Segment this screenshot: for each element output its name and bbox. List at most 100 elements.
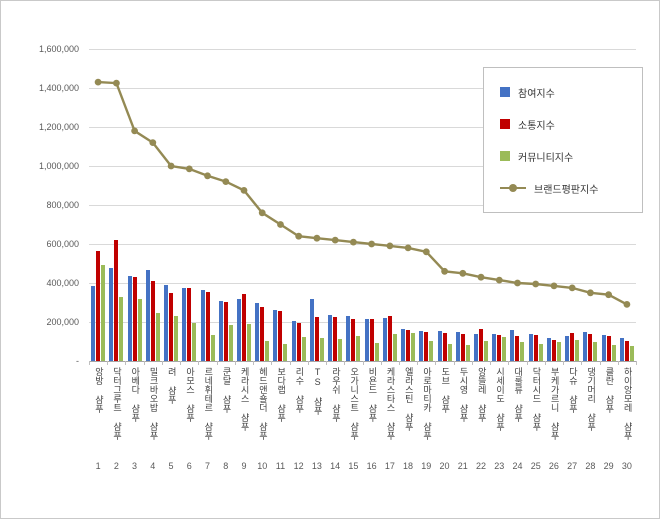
x-axis-tick [490, 361, 492, 365]
category-label-text: 닥터그루트 샴푸 [112, 367, 123, 440]
category-label-text: 리수 샴푸 [294, 367, 305, 413]
y-axis-tick-label: 1,200,000 [38, 121, 79, 132]
category-label: 라우쉬 샴푸 [326, 367, 344, 459]
rank-label: 13 [311, 461, 322, 471]
category-label: 아모스 샴푸 [180, 367, 198, 459]
category-label: 앙뜰레 샴푸 [472, 367, 490, 459]
category-label-text: 케라시스 샴푸 [239, 367, 250, 431]
category-label: 대룰류 샴푸 [508, 367, 526, 459]
bar-community-rank-8 [228, 324, 233, 361]
bar-communication-rank-26 [551, 339, 556, 361]
x-axis-tick [89, 361, 90, 365]
bar-community-rank-21 [465, 345, 470, 361]
bar-participation-rank-17 [382, 318, 387, 361]
bar-community-rank-13 [319, 337, 324, 361]
bar-community-rank-20 [447, 344, 452, 361]
bar-community-rank-9 [246, 323, 251, 361]
category-label: TS 샴푸 [308, 367, 326, 459]
bar-community-rank-16 [374, 343, 379, 361]
bar-participation-rank-12 [291, 321, 296, 361]
bar-communication-rank-7 [205, 291, 210, 361]
bar-community-rank-3 [137, 298, 142, 361]
rank-label: 8 [223, 461, 229, 471]
bar-participation-rank-2 [109, 268, 114, 361]
bar-community-rank-10 [265, 340, 270, 361]
y-axis-tick-label: 400,000 [46, 277, 79, 288]
bar-participation-rank-19 [419, 330, 424, 361]
bar-community-rank-2 [119, 296, 124, 361]
x-axis-tick [563, 361, 565, 365]
gridline [89, 48, 636, 50]
category-label-text: 보다랩 샴푸 [276, 367, 287, 422]
category-label-text: 시세이도 샴푸 [494, 367, 505, 431]
category-label: 도브 샴푸 [435, 367, 453, 459]
bar-community-rank-24 [520, 341, 525, 361]
bar-participation-rank-11 [273, 310, 278, 361]
bar-community-rank-18 [411, 332, 416, 361]
legend-swatch-community-icon [500, 151, 510, 161]
rank-label: 12 [293, 461, 304, 471]
y-axis-tick-label: 800,000 [46, 199, 79, 210]
gridline [89, 282, 636, 284]
x-axis-tick [453, 361, 455, 365]
x-axis-category-labels: 앙방 샴푸 닥터그루트 샴푸 아베다 샴푸 밀크바오밥 샴푸 려 샴푸 아모스 샴푸 르네휘… [89, 367, 636, 459]
category-label: 하이앙모레 샴푸 [618, 367, 636, 459]
bar-participation-rank-3 [127, 276, 132, 361]
bar-community-rank-5 [174, 316, 179, 361]
legend-entry-participation: 참여지수 [500, 85, 638, 100]
bar-participation-rank-6 [182, 287, 187, 361]
x-axis-tick [125, 361, 127, 365]
legend-swatch-participation-icon [500, 87, 510, 97]
rank-label: 15 [348, 461, 359, 471]
category-label: 아로마티카 샴푸 [417, 367, 435, 459]
x-axis-tick [471, 361, 473, 365]
bar-community-rank-19 [429, 340, 434, 361]
category-label: 비욘드 샴푸 [363, 367, 381, 459]
category-label: 닥터그루트 샴푸 [107, 367, 125, 459]
bar-communication-rank-21 [460, 333, 465, 361]
bar-community-rank-30 [629, 346, 634, 361]
bar-communication-rank-8 [223, 301, 228, 361]
bar-communication-rank-10 [260, 307, 265, 361]
category-label-text: TS 샴푸 [312, 367, 323, 415]
bar-participation-rank-18 [401, 328, 406, 361]
category-label-text: 다슈 샴푸 [567, 367, 578, 413]
bar-communication-rank-2 [114, 240, 119, 361]
bar-participation-rank-21 [455, 331, 460, 361]
rank-label: 22 [475, 461, 486, 471]
y-axis-tick-label: 600,000 [46, 238, 79, 249]
bar-communication-rank-13 [314, 317, 319, 361]
bar-community-rank-17 [392, 333, 397, 361]
bar-communication-rank-20 [442, 332, 447, 361]
bar-participation-rank-22 [474, 333, 479, 361]
bar-community-rank-26 [556, 341, 561, 361]
x-axis-tick [599, 361, 601, 365]
category-label-text: 하이앙모레 샴푸 [622, 367, 633, 440]
bar-participation-rank-8 [218, 300, 223, 361]
bar-community-rank-23 [502, 336, 507, 361]
x-axis-tick [234, 361, 236, 365]
category-label: 다슈 샴푸 [563, 367, 581, 459]
category-label: 시세이도 샴푸 [490, 367, 508, 459]
category-label-text: 아모스 샴푸 [184, 367, 195, 422]
rank-label: 19 [421, 461, 432, 471]
category-label: 엘라스틴 샴푸 [399, 367, 417, 459]
bar-communication-rank-3 [132, 277, 137, 361]
bar-communication-rank-29 [606, 335, 611, 361]
category-label: 앙방 샴푸 [89, 367, 107, 459]
category-label-text: 아로마티카 샴푸 [422, 367, 433, 440]
x-axis-tick [581, 361, 583, 365]
rank-label: 14 [330, 461, 341, 471]
y-axis: - 200,000 400,000 600,000 800,000 1,000,000 1,… [1, 1, 85, 518]
bar-participation-rank-23 [492, 333, 497, 361]
x-axis-tick [526, 361, 528, 365]
rank-label: 6 [186, 461, 192, 471]
gridline [89, 204, 636, 206]
rank-label: 11 [275, 461, 286, 471]
category-label-text: 앙방 샴푸 [93, 367, 104, 413]
category-label-text: 앙뜰레 샴푸 [476, 367, 487, 422]
bar-participation-rank-14 [328, 315, 333, 361]
bar-participation-rank-20 [437, 330, 442, 361]
category-label-text: 아베다 샴푸 [130, 367, 141, 422]
